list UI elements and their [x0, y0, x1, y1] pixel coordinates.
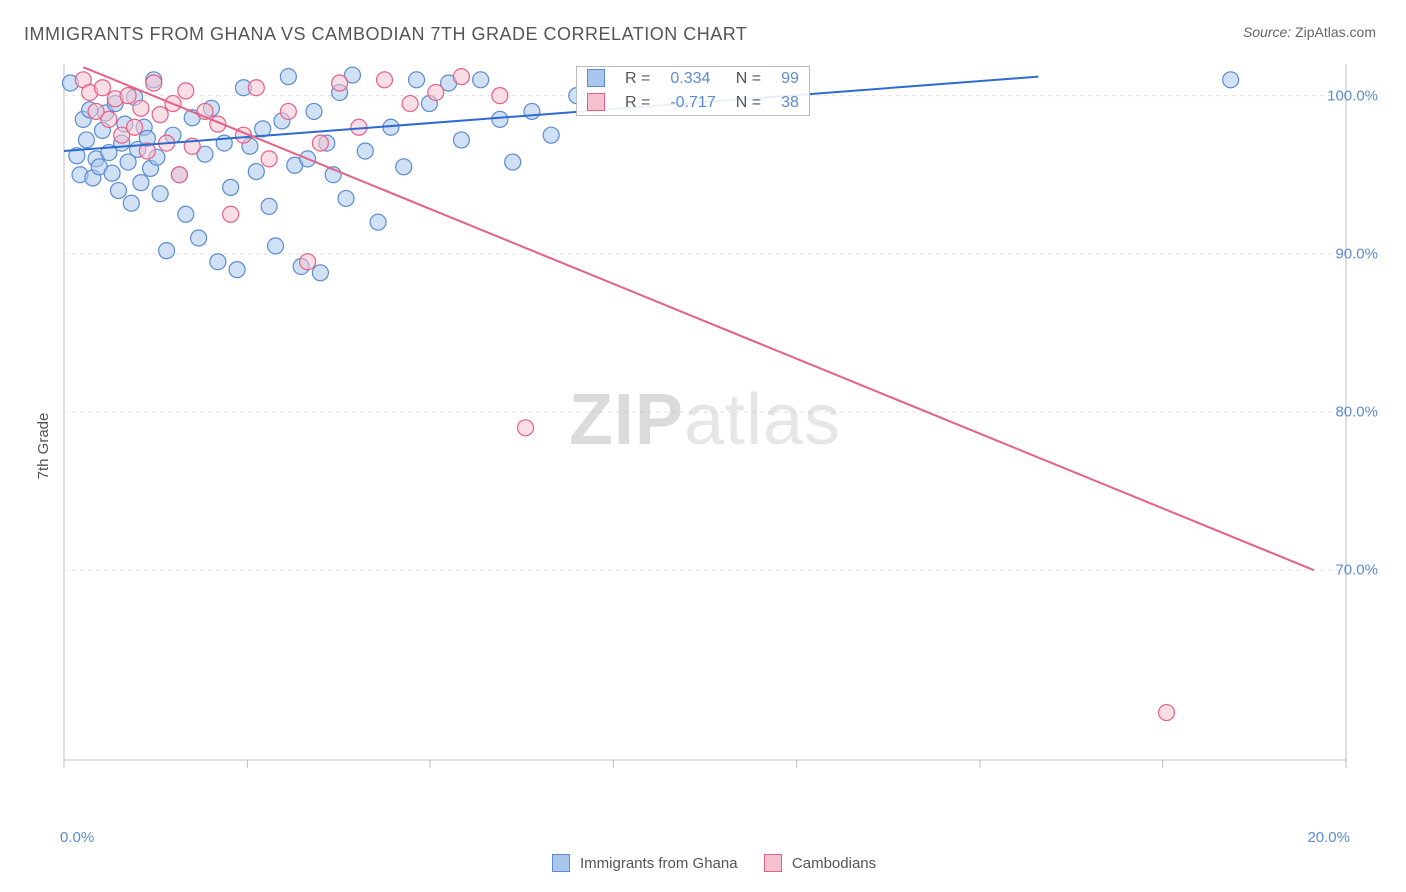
legend-swatch-0: [552, 854, 570, 872]
stats-swatch-1: [587, 93, 605, 111]
stats-row-series-1: R = -0.717 N = 38: [577, 91, 809, 115]
stats-row-series-0: R = 0.334 N = 99: [577, 67, 809, 91]
source-attribution: Source: ZipAtlas.com: [1243, 24, 1376, 40]
y-tick-label: 80.0%: [1335, 404, 1378, 421]
stats-n-value-0: 99: [771, 67, 809, 91]
stats-n-label-0: N =: [726, 67, 771, 91]
y-tick-label: 70.0%: [1335, 562, 1378, 579]
stats-r-value-0: 0.334: [660, 67, 725, 91]
scatter-chart-svg: [60, 60, 1350, 800]
source-prefix: Source:: [1243, 24, 1295, 40]
legend-label-0: Immigrants from Ghana: [580, 855, 738, 872]
chart-title: IMMIGRANTS FROM GHANA VS CAMBODIAN 7TH G…: [24, 24, 747, 45]
stats-table: R = 0.334 N = 99 R = -0.717 N = 38: [577, 67, 809, 115]
legend-label-1: Cambodians: [792, 855, 876, 872]
x-axis-label-min: 0.0%: [60, 829, 94, 846]
correlation-stats-box: R = 0.334 N = 99 R = -0.717 N = 38: [576, 66, 810, 116]
legend-swatch-1: [764, 854, 782, 872]
stats-swatch-0: [587, 69, 605, 87]
stats-n-value-1: 38: [771, 91, 809, 115]
stats-r-label-1: R =: [615, 91, 660, 115]
y-tick-label: 90.0%: [1335, 245, 1378, 262]
y-axis-label: 7th Grade: [35, 413, 52, 480]
legend: Immigrants from Ghana Cambodians: [0, 854, 1406, 872]
chart-area: ZIPatlas R = 0.334 N = 99 R = -0.717 N =…: [60, 60, 1350, 800]
x-axis-label-max: 20.0%: [1307, 829, 1350, 846]
stats-r-value-1: -0.717: [660, 91, 725, 115]
y-tick-label: 100.0%: [1327, 87, 1378, 104]
stats-r-label-0: R =: [615, 67, 660, 91]
source-name: ZipAtlas.com: [1295, 24, 1376, 40]
stats-n-label-1: N =: [726, 91, 771, 115]
